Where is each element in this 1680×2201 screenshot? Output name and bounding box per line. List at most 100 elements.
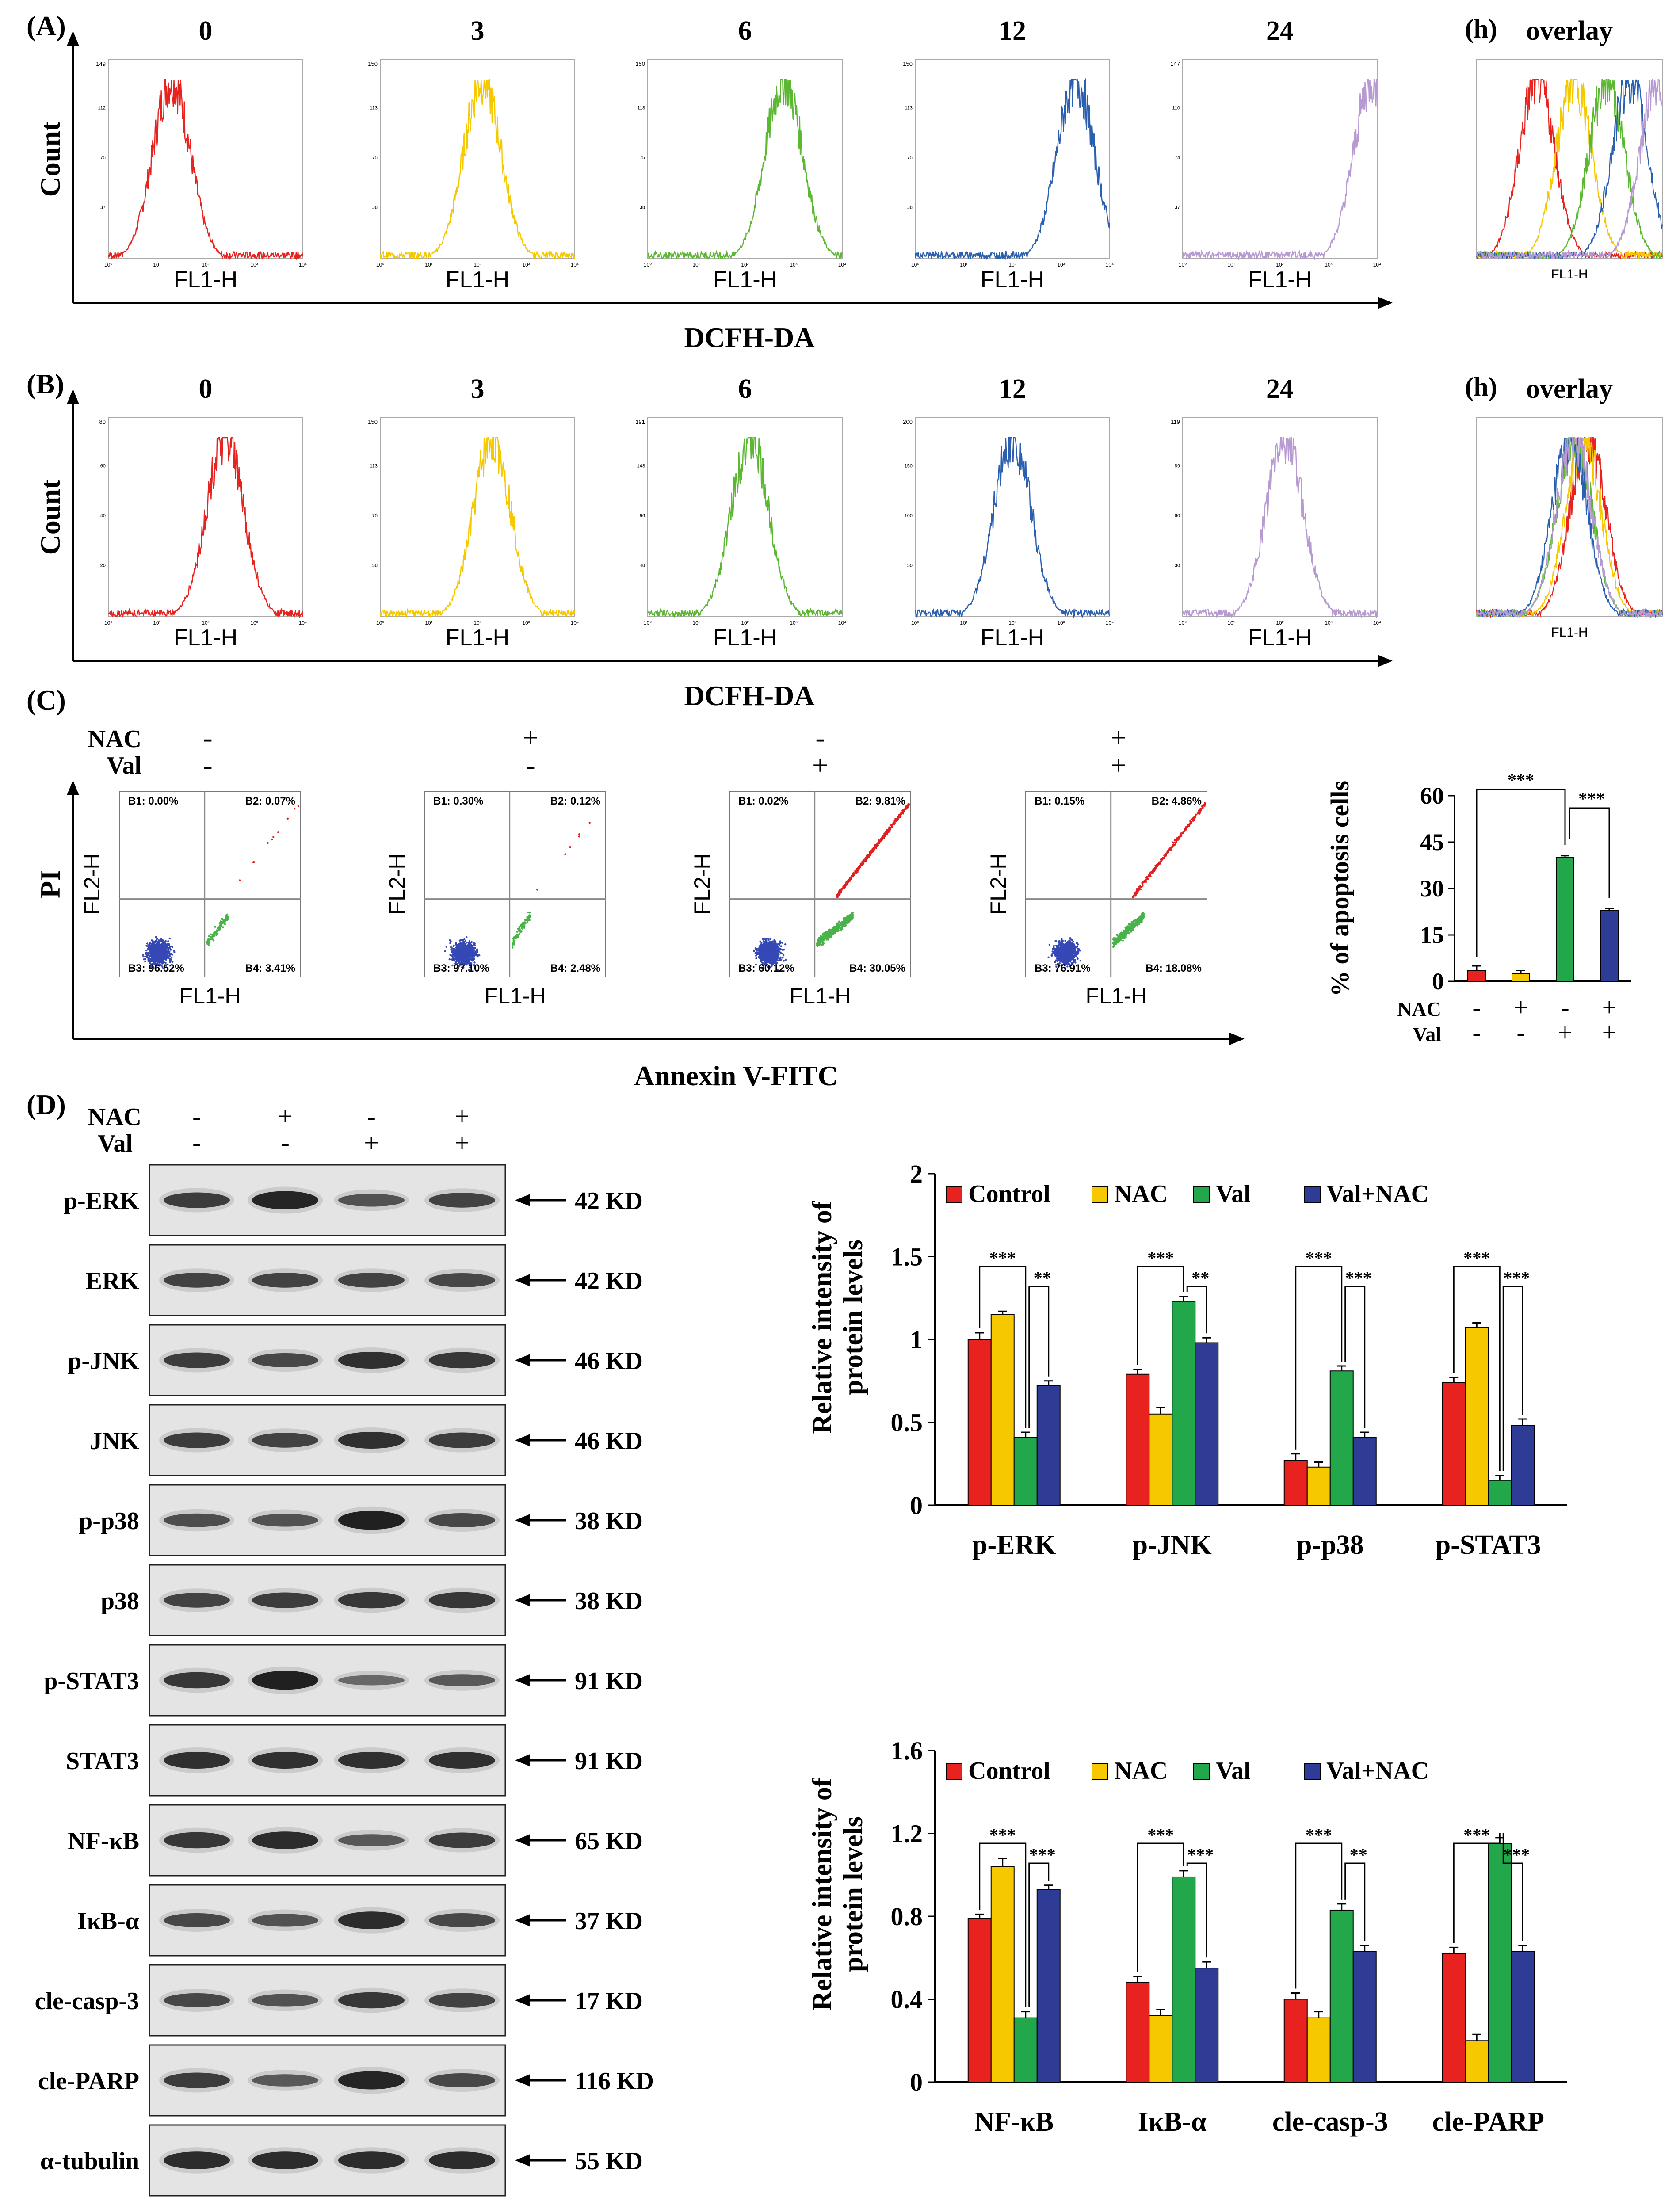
panel-c-dot-live — [783, 960, 785, 962]
panel-c-dot-live — [462, 966, 465, 969]
panel-c-dot-live — [765, 953, 767, 956]
panel-c-b4: B4: 2.48% — [550, 962, 600, 974]
panel-c-dot-late — [836, 894, 838, 896]
panel-c-dot-live — [166, 953, 169, 955]
panel-b-xtick-label: 10⁴ — [1373, 620, 1382, 626]
panel-c-dot-live — [1062, 949, 1065, 951]
panel-c-dot-live — [1065, 961, 1067, 963]
panel-a-xtick-label: 10² — [473, 262, 481, 268]
panel-c-dot-late — [536, 889, 538, 891]
panel-c-dot-live — [163, 961, 165, 963]
panel-a-ymax-label: 147 — [1170, 61, 1180, 67]
panel-c-dot-live — [1075, 955, 1077, 957]
panel-c-dot-live — [457, 959, 459, 961]
panel-c-dot-live — [466, 936, 468, 938]
panel-c-dot-early — [832, 931, 834, 933]
panel-c-dot-live — [755, 963, 757, 966]
panel-c-dot-live — [1060, 955, 1062, 958]
panel-b-yaxis-title: Count — [34, 479, 66, 555]
panel-c-dot-live — [775, 949, 778, 951]
panel-a-xtick-label: 10¹ — [692, 262, 700, 268]
panel-c-dot-early — [839, 926, 841, 928]
panel-b-histogram-frame — [915, 417, 1110, 617]
panel-c-dot-live — [164, 941, 166, 943]
panel-c-dot-live — [760, 966, 763, 969]
panel-c-b2: B2: 0.12% — [550, 795, 600, 807]
panel-c-scatter-frame — [119, 791, 301, 977]
panel-b-histogram-frame — [380, 417, 575, 617]
panel-c-dot-live — [155, 944, 157, 946]
panel-c-dot-live — [150, 965, 153, 968]
panel-c-dot-live — [764, 942, 766, 944]
panel-c-dot-live — [478, 954, 481, 957]
panel-a-ytick-label: 75 — [372, 155, 378, 160]
panel-c-dot-live — [152, 960, 154, 962]
panel-c-dot-live — [1060, 940, 1063, 942]
panel-a-histogram-12 — [914, 78, 1111, 260]
panel-c-dot-live — [767, 950, 769, 953]
panel-c-dot-early — [226, 913, 229, 915]
panel-c-dot-late — [896, 818, 898, 820]
panel-c-dot-live — [757, 948, 760, 950]
panel-c-dot-early — [522, 926, 525, 928]
panel-c-dot-live — [161, 965, 164, 968]
panel-b-ytick-label: 50 — [907, 563, 913, 568]
panel-c-dot-early — [524, 922, 527, 924]
panel-c-dot-live — [150, 942, 153, 945]
panel-c-dot-live — [168, 937, 171, 940]
panel-c-b3: B3: 96.52% — [128, 962, 184, 974]
panel-a-xtick-label: 10² — [1276, 262, 1283, 268]
panel-b-overlay-xaxis-label: FL1-H — [1551, 625, 1588, 640]
panel-c-dot-live — [154, 941, 157, 943]
panel-c-dot-live — [458, 965, 461, 967]
panel-c-dot-live — [778, 947, 780, 950]
panel-b-histogram-frame — [108, 417, 303, 617]
panel-c-dot-early — [834, 927, 837, 929]
panel-c-dot-live — [169, 959, 171, 961]
panel-c-dot-live — [466, 958, 468, 961]
panel-c-dot-late — [876, 843, 878, 845]
panel-c-dot-live — [1061, 938, 1063, 940]
panel-c-dot-live — [151, 946, 154, 948]
panel-c-dot-early — [518, 929, 520, 931]
panel-c-dot-late — [578, 833, 580, 835]
panel-c-dot-live — [156, 958, 158, 961]
panel-c-dot-live — [471, 945, 473, 947]
panel-c-dot-live — [156, 954, 159, 956]
panel-c-dot-live — [155, 952, 157, 954]
panel-c-dot-live — [1062, 956, 1064, 959]
panel-c-dot-live — [763, 940, 765, 943]
panel-b-label: (B) — [27, 368, 64, 400]
panel-c-dot-live — [463, 948, 465, 950]
panel-c-dot-early — [825, 934, 827, 937]
panel-c-dot-live — [763, 938, 765, 940]
panel-c-dot-early — [208, 938, 211, 940]
panel-c-dot-live — [166, 950, 168, 952]
panel-c-dot-live — [165, 958, 167, 961]
panel-c-dot-live — [170, 956, 173, 959]
panel-c-dot-early — [846, 915, 848, 917]
panel-c-dot-live — [759, 952, 762, 954]
panel-a-xtick-label: 10¹ — [153, 262, 160, 268]
panel-c-dot-late — [845, 883, 847, 885]
panel-c-dot-live — [1060, 958, 1062, 961]
panel-c-dot-live — [466, 950, 468, 953]
panel-a-histogram-frame — [108, 59, 303, 259]
panel-c-dot-live — [761, 963, 764, 965]
panel-c-dot-live — [475, 950, 478, 953]
panel-c-dot-live — [776, 959, 779, 961]
panel-c-dot-live — [1079, 959, 1082, 962]
panel-c-dot-live — [450, 946, 452, 948]
panel-c-xaxis-label: FL1-H — [790, 984, 851, 1008]
panel-c-dot-live — [770, 950, 772, 953]
panel-c-dot-late — [564, 853, 566, 855]
panel-c-dot-early — [521, 927, 523, 929]
panel-c-nac-sign: - — [815, 722, 825, 753]
panel-c-dot-early — [829, 931, 831, 933]
panel-c-dot-early — [817, 945, 819, 947]
panel-c-dot-early — [823, 938, 825, 940]
panel-b-xtick-label: 10⁰ — [376, 620, 384, 626]
panel-b-xaxis-label: FL1-H — [981, 625, 1044, 651]
panel-c-dot-live — [161, 950, 163, 953]
panel-c-dot-live — [170, 949, 172, 951]
